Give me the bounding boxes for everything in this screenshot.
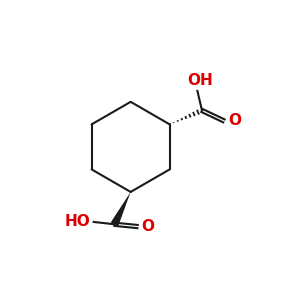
Text: O: O <box>229 113 242 128</box>
Polygon shape <box>111 192 131 226</box>
Text: O: O <box>141 219 154 234</box>
Text: OH: OH <box>187 73 213 88</box>
Text: HO: HO <box>64 214 90 230</box>
